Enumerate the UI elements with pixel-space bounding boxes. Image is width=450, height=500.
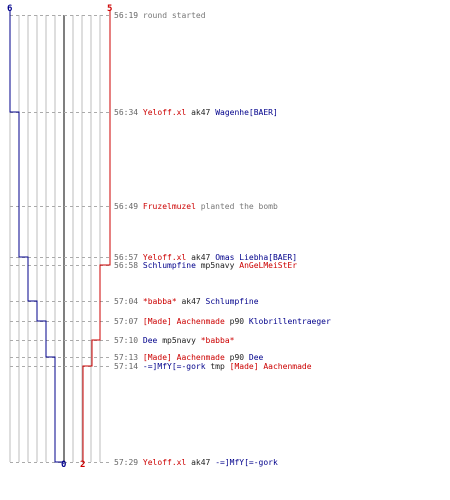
event-weapon: p90	[225, 317, 249, 326]
event-time: 57:29	[114, 458, 138, 467]
event-row: 57:13 [Made] Aachenmade p90 Dee	[114, 353, 263, 362]
event-time: 56:19	[114, 11, 138, 20]
event-player: [Made] Aachenmade	[143, 353, 225, 362]
event-player: [Made] Aachenmade	[143, 317, 225, 326]
event-row: 56:58 Schlumpfine mp5navy AnGeLMeiStEr	[114, 261, 297, 270]
event-row: 57:04 *babba* ak47 Schlumpfine	[114, 297, 259, 306]
event-time: 57:04	[114, 297, 138, 306]
event-time: 57:10	[114, 336, 138, 345]
event-row: 56:19 round started	[114, 11, 206, 20]
event-player: Schlumpfine	[206, 297, 259, 306]
event-weapon: mp5navy	[196, 261, 239, 270]
event-player: Dee	[249, 353, 263, 362]
event-player: *babba*	[201, 336, 235, 345]
event-message: planted the bomb	[196, 202, 278, 211]
event-time: 57:14	[114, 362, 138, 371]
red-end-score: 2	[80, 461, 85, 470]
event-row: 57:07 [Made] Aachenmade p90 Klobrillentr…	[114, 317, 331, 326]
event-player: -=]MfY[=-gork	[215, 458, 278, 467]
event-player: *babba*	[143, 297, 177, 306]
event-time: 57:07	[114, 317, 138, 326]
red-team-alive-line	[83, 10, 110, 462]
event-row: 57:29 Yeloff.xl ak47 -=]MfY[=-gork	[114, 458, 278, 467]
event-time: 56:58	[114, 261, 138, 270]
event-player: -=]MfY[=-gork	[143, 362, 206, 371]
event-weapon: mp5navy	[157, 336, 200, 345]
event-message: round started	[143, 11, 206, 20]
event-player: Fruzelmuzel	[143, 202, 196, 211]
event-player: Schlumpfine	[143, 261, 196, 270]
event-row: 57:14 -=]MfY[=-gork tmp [Made] Aachenmad…	[114, 362, 312, 371]
event-player: Wagenhe[BAER]	[215, 108, 278, 117]
red-start-score: 5	[107, 5, 112, 14]
event-player: AnGeLMeiStEr	[239, 261, 297, 270]
event-player: Yeloff.xl	[143, 458, 186, 467]
blue-start-score: 6	[7, 5, 12, 14]
event-weapon: p90	[225, 353, 249, 362]
event-player: Dee	[143, 336, 157, 345]
event-player: Klobrillentraeger	[249, 317, 331, 326]
event-weapon: tmp	[206, 362, 230, 371]
event-row: 56:34 Yeloff.xl ak47 Wagenhe[BAER]	[114, 108, 278, 117]
event-weapon: ak47	[186, 108, 215, 117]
event-player: [Made] Aachenmade	[230, 362, 312, 371]
event-time: 57:13	[114, 353, 138, 362]
event-time: 56:34	[114, 108, 138, 117]
event-weapon: ak47	[186, 458, 215, 467]
event-row: 56:49 Fruzelmuzel planted the bomb	[114, 202, 278, 211]
event-player: Yeloff.xl	[143, 108, 186, 117]
event-row: 57:10 Dee mp5navy *babba*	[114, 336, 234, 345]
event-weapon: ak47	[177, 297, 206, 306]
event-time: 56:49	[114, 202, 138, 211]
blue-end-score: 0	[61, 461, 66, 470]
